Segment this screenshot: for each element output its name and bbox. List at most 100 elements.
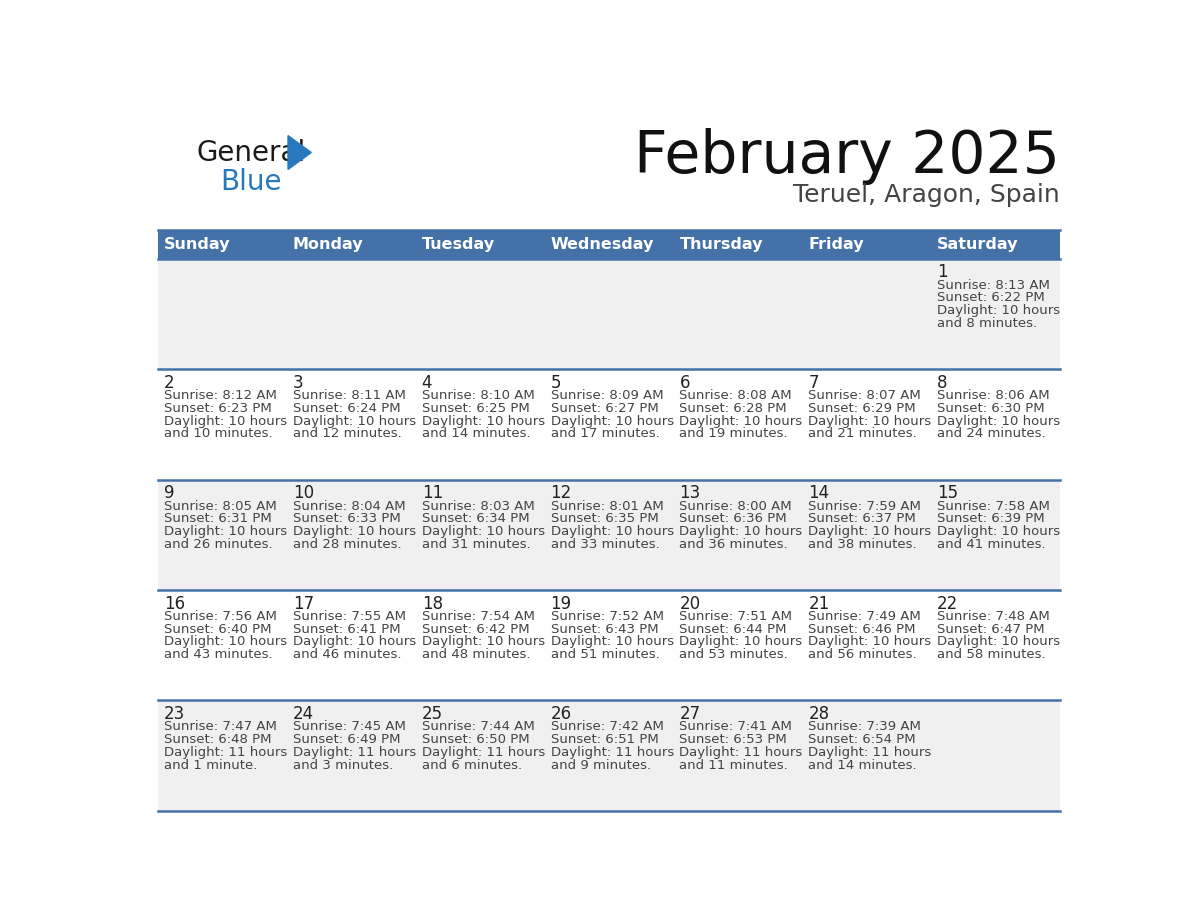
Text: Daylight: 11 hours: Daylight: 11 hours	[808, 745, 931, 759]
Text: Sunrise: 8:05 AM: Sunrise: 8:05 AM	[164, 499, 277, 512]
Text: 25: 25	[422, 705, 443, 723]
Text: and 43 minutes.: and 43 minutes.	[164, 648, 272, 661]
Text: Sunset: 6:51 PM: Sunset: 6:51 PM	[550, 733, 658, 746]
Text: February 2025: February 2025	[634, 128, 1060, 185]
Text: Daylight: 10 hours: Daylight: 10 hours	[550, 635, 674, 648]
Text: 6: 6	[680, 374, 690, 392]
Text: Daylight: 10 hours: Daylight: 10 hours	[680, 415, 803, 428]
Text: Sunrise: 7:39 AM: Sunrise: 7:39 AM	[808, 721, 921, 733]
Text: Sunset: 6:54 PM: Sunset: 6:54 PM	[808, 733, 916, 746]
Text: and 26 minutes.: and 26 minutes.	[164, 538, 272, 551]
Text: Sunset: 6:35 PM: Sunset: 6:35 PM	[550, 512, 658, 525]
Text: and 3 minutes.: and 3 minutes.	[293, 758, 393, 771]
Text: Sunrise: 8:01 AM: Sunrise: 8:01 AM	[550, 499, 663, 512]
Text: Sunrise: 7:56 AM: Sunrise: 7:56 AM	[164, 610, 277, 623]
Text: Sunrise: 7:41 AM: Sunrise: 7:41 AM	[680, 721, 792, 733]
Polygon shape	[287, 136, 311, 170]
Bar	[158, 259, 1060, 369]
Bar	[286, 230, 416, 259]
Text: Sunset: 6:37 PM: Sunset: 6:37 PM	[808, 512, 916, 525]
Text: Daylight: 10 hours: Daylight: 10 hours	[164, 525, 287, 538]
Text: Saturday: Saturday	[937, 237, 1019, 252]
Text: Daylight: 11 hours: Daylight: 11 hours	[293, 745, 416, 759]
Text: Sunset: 6:29 PM: Sunset: 6:29 PM	[808, 402, 916, 415]
Text: 26: 26	[550, 705, 571, 723]
Text: and 41 minutes.: and 41 minutes.	[937, 538, 1045, 551]
Text: and 24 minutes.: and 24 minutes.	[937, 427, 1045, 441]
Text: Daylight: 11 hours: Daylight: 11 hours	[422, 745, 545, 759]
Text: Sunset: 6:27 PM: Sunset: 6:27 PM	[550, 402, 658, 415]
Text: and 31 minutes.: and 31 minutes.	[422, 538, 531, 551]
Text: Sunset: 6:28 PM: Sunset: 6:28 PM	[680, 402, 788, 415]
Text: Sunrise: 7:59 AM: Sunrise: 7:59 AM	[808, 499, 921, 512]
Text: Sunrise: 7:48 AM: Sunrise: 7:48 AM	[937, 610, 1050, 623]
Text: Blue: Blue	[220, 168, 282, 196]
Text: Sunset: 6:22 PM: Sunset: 6:22 PM	[937, 292, 1045, 305]
Text: 24: 24	[293, 705, 314, 723]
Text: 3: 3	[293, 374, 303, 392]
Text: Sunrise: 7:54 AM: Sunrise: 7:54 AM	[422, 610, 535, 623]
Text: Sunrise: 8:06 AM: Sunrise: 8:06 AM	[937, 389, 1050, 402]
Text: Daylight: 10 hours: Daylight: 10 hours	[937, 525, 1061, 538]
Text: 28: 28	[808, 705, 829, 723]
Text: Sunrise: 8:00 AM: Sunrise: 8:00 AM	[680, 499, 792, 512]
Text: 5: 5	[550, 374, 561, 392]
Text: Sunrise: 8:04 AM: Sunrise: 8:04 AM	[293, 499, 405, 512]
Text: Daylight: 11 hours: Daylight: 11 hours	[550, 745, 674, 759]
Text: Sunrise: 7:45 AM: Sunrise: 7:45 AM	[293, 721, 406, 733]
Text: 9: 9	[164, 484, 175, 502]
Text: Tuesday: Tuesday	[422, 237, 495, 252]
Text: Daylight: 10 hours: Daylight: 10 hours	[550, 415, 674, 428]
Text: Daylight: 10 hours: Daylight: 10 hours	[164, 415, 287, 428]
Text: 10: 10	[293, 484, 314, 502]
Text: Daylight: 11 hours: Daylight: 11 hours	[164, 745, 287, 759]
Text: Sunset: 6:25 PM: Sunset: 6:25 PM	[422, 402, 530, 415]
Text: General: General	[196, 139, 305, 166]
Bar	[674, 230, 802, 259]
Text: and 58 minutes.: and 58 minutes.	[937, 648, 1045, 661]
Text: and 56 minutes.: and 56 minutes.	[808, 648, 917, 661]
Text: 18: 18	[422, 595, 443, 612]
Text: 8: 8	[937, 374, 948, 392]
Text: and 12 minutes.: and 12 minutes.	[293, 427, 402, 441]
Text: Sunset: 6:40 PM: Sunset: 6:40 PM	[164, 622, 272, 636]
Text: Daylight: 10 hours: Daylight: 10 hours	[680, 635, 803, 648]
Text: Sunrise: 8:10 AM: Sunrise: 8:10 AM	[422, 389, 535, 402]
Text: Sunday: Sunday	[164, 237, 230, 252]
Text: and 51 minutes.: and 51 minutes.	[550, 648, 659, 661]
Text: and 9 minutes.: and 9 minutes.	[550, 758, 651, 771]
Text: Sunrise: 8:09 AM: Sunrise: 8:09 AM	[550, 389, 663, 402]
Text: Sunrise: 7:47 AM: Sunrise: 7:47 AM	[164, 721, 277, 733]
Text: Sunset: 6:30 PM: Sunset: 6:30 PM	[937, 402, 1045, 415]
Text: and 19 minutes.: and 19 minutes.	[680, 427, 788, 441]
Text: Sunset: 6:44 PM: Sunset: 6:44 PM	[680, 622, 786, 636]
Text: Sunrise: 7:52 AM: Sunrise: 7:52 AM	[550, 610, 664, 623]
Bar	[931, 230, 1060, 259]
Text: 20: 20	[680, 595, 701, 612]
Text: 13: 13	[680, 484, 701, 502]
Text: Sunrise: 8:03 AM: Sunrise: 8:03 AM	[422, 499, 535, 512]
Text: Sunset: 6:34 PM: Sunset: 6:34 PM	[422, 512, 530, 525]
Text: Sunrise: 8:08 AM: Sunrise: 8:08 AM	[680, 389, 792, 402]
Text: Monday: Monday	[293, 237, 364, 252]
Text: Sunset: 6:23 PM: Sunset: 6:23 PM	[164, 402, 272, 415]
Text: and 6 minutes.: and 6 minutes.	[422, 758, 522, 771]
Text: 7: 7	[808, 374, 819, 392]
Text: and 48 minutes.: and 48 minutes.	[422, 648, 530, 661]
Text: and 46 minutes.: and 46 minutes.	[293, 648, 402, 661]
Text: Sunrise: 8:11 AM: Sunrise: 8:11 AM	[293, 389, 406, 402]
Text: 16: 16	[164, 595, 185, 612]
Text: Sunrise: 7:42 AM: Sunrise: 7:42 AM	[550, 721, 663, 733]
Text: and 38 minutes.: and 38 minutes.	[808, 538, 917, 551]
Text: and 8 minutes.: and 8 minutes.	[937, 317, 1037, 330]
Text: Sunrise: 8:13 AM: Sunrise: 8:13 AM	[937, 279, 1050, 292]
Text: Sunset: 6:47 PM: Sunset: 6:47 PM	[937, 622, 1045, 636]
Text: and 17 minutes.: and 17 minutes.	[550, 427, 659, 441]
Text: Sunrise: 7:49 AM: Sunrise: 7:49 AM	[808, 610, 921, 623]
Text: Sunset: 6:39 PM: Sunset: 6:39 PM	[937, 512, 1045, 525]
Text: Sunset: 6:46 PM: Sunset: 6:46 PM	[808, 622, 916, 636]
Text: Daylight: 10 hours: Daylight: 10 hours	[808, 635, 931, 648]
Text: and 33 minutes.: and 33 minutes.	[550, 538, 659, 551]
Text: Sunrise: 7:58 AM: Sunrise: 7:58 AM	[937, 499, 1050, 512]
Text: 11: 11	[422, 484, 443, 502]
